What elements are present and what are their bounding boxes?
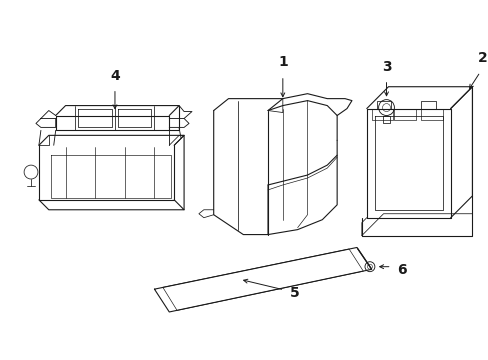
Text: 1: 1	[277, 55, 287, 69]
Text: 2: 2	[476, 51, 486, 65]
Text: 6: 6	[397, 263, 407, 277]
Text: 3: 3	[381, 60, 390, 74]
Text: 5: 5	[290, 286, 299, 300]
Text: 4: 4	[110, 69, 120, 83]
